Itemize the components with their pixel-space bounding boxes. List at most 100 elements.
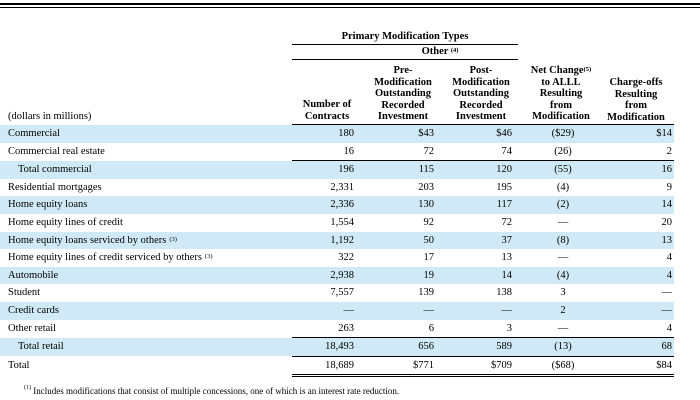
contracts-cell: 18,493 [292, 337, 362, 357]
pre-modification-cell: $43 [362, 125, 440, 143]
contracts-cell: 322 [338, 252, 354, 264]
pre-modification-cell: 72 [423, 145, 435, 157]
post-col-line-5: Investment [455, 111, 507, 122]
post-modification-cell: — [440, 301, 518, 320]
charge-offs-cell: 2 [666, 145, 672, 157]
table-row: Other retail 263 6 3 — 4 [0, 320, 674, 338]
charge-col-line-2: Resulting [614, 88, 658, 100]
net-col-line-5: Modification [532, 111, 590, 122]
post-modification-cell: 117 [440, 196, 518, 214]
header-bottom-rule [292, 124, 674, 125]
row-label: Residential mortgages [0, 179, 292, 197]
row-label-text: Automobile [8, 269, 59, 281]
table-row: Home equity lines of credit 1,554 92 72 — 20 [0, 214, 674, 232]
post-col-line-1: Post- [469, 65, 493, 76]
post-modification-cell: $709 [440, 355, 518, 378]
footnote-marker: (1) [24, 385, 31, 391]
table-row: Total retail 18,493 656 589 (13) 68 [0, 337, 674, 357]
footnote-text: Includes modifications that consist of m… [33, 386, 400, 396]
row-label-text: Commercial real estate [8, 145, 105, 157]
net-col-line-4: from [550, 99, 572, 111]
contracts-cell: 180 [292, 125, 362, 143]
contracts-col-line-1: Number of [302, 99, 352, 110]
row-label: Total commercial [0, 160, 292, 179]
primary-types-rule [292, 44, 518, 45]
dollars-in-millions-label: (dollars in millions) [8, 111, 92, 122]
post-modification-cell: 37 [440, 231, 518, 250]
post-modification-cell: 13 [501, 252, 513, 264]
other-rule [292, 59, 518, 60]
net-change-cell: 3 [560, 287, 566, 299]
row-label: Commercial real estate [0, 143, 292, 161]
charge-offs-cell: 13 [598, 231, 674, 250]
contracts-cell: — [292, 301, 362, 320]
other-label: Other [421, 46, 449, 57]
row-label: Total [0, 356, 292, 376]
charge-col-line-3: from [625, 100, 647, 111]
pre-modification-cell: 656 [362, 337, 440, 357]
contracts-cell: 2,331 [330, 181, 354, 193]
net-change-cell: — [557, 216, 569, 228]
charge-offs-cell: 14 [598, 196, 674, 214]
row-label: Automobile [0, 266, 292, 285]
row-label-text: Total commercial [18, 163, 92, 175]
post-modification-cell: 195 [496, 181, 512, 193]
contracts-cell: 196 [292, 160, 362, 179]
row-label: Home equity loans [0, 196, 292, 214]
pre-col-line-1: Pre- [393, 65, 413, 76]
table-row: Commercial real estate 16 72 74 (26) 2 [0, 143, 674, 161]
row-label: Other retail [0, 320, 292, 338]
charge-offs-col-header: Charge-offs Resulting from Modification [600, 77, 672, 123]
pre-modification-cell: 6 [428, 322, 434, 334]
post-modification-cell: 72 [501, 216, 513, 228]
post-modification-cell: 3 [506, 322, 512, 334]
pre-modification-cell: 50 [362, 231, 440, 250]
charge-offs-cell: 20 [661, 216, 673, 228]
contracts-col-header: Number of Contracts [292, 99, 362, 122]
contracts-col-line-2: Contracts [304, 110, 350, 122]
pre-modification-cell: $771 [362, 355, 440, 378]
pre-col-line-4: Recorded [381, 99, 425, 111]
charge-offs-cell: 68 [598, 337, 674, 357]
table-row: Home equity loans serviced by others (3) 1… [0, 231, 674, 250]
post-col-line-3: Outstanding [452, 88, 510, 99]
post-modification-cell: 74 [501, 145, 513, 157]
post-modification-cell: 589 [440, 337, 518, 357]
net-change-cell: (55) [518, 160, 598, 179]
row-label: Commercial [0, 125, 292, 143]
other-header: Other (4) [362, 46, 518, 58]
pre-modification-col-header: Pre- Modification Outstanding Recorded I… [364, 65, 442, 123]
row-footnote-ref: (3) [169, 235, 177, 243]
net-change-cell: (2) [518, 196, 598, 214]
table-row: Credit cards — — —2— [0, 301, 674, 320]
contracts-cell: 1,192 [292, 231, 362, 250]
post-modification-cell: 14 [440, 266, 518, 285]
row-label: Student [0, 284, 292, 302]
contracts-cell: 18,689 [292, 355, 362, 378]
table-row: Residential mortgages 2,331 203 195 (4) 9 [0, 179, 674, 197]
pre-modification-cell: 17 [423, 252, 435, 264]
post-col-line-2: Modification [452, 76, 510, 88]
net-change-cell: ($29) [518, 125, 598, 143]
table-row: Total 18,689 $771 $709 ($68) $84 [0, 355, 674, 378]
net-change-col-header: Net Change(5) to ALLL Resulting from Mod… [522, 65, 600, 123]
net-change-cell: (13) [518, 337, 598, 357]
row-label: Home equity lines of credit [0, 214, 292, 232]
table-row: Total commercial 196 115 120 (55) 16 [0, 160, 674, 179]
contracts-cell: 16 [343, 145, 355, 157]
row-label-text: Student [8, 287, 41, 299]
charge-col-line-1: Charge-offs [609, 77, 663, 88]
pre-col-line-2: Modification [374, 76, 432, 88]
charge-offs-cell: 16 [598, 160, 674, 179]
pre-modification-cell: 139 [418, 287, 434, 299]
post-modification-cell: 138 [496, 287, 512, 299]
net-col-line-1: Net Change(5) [522, 65, 600, 77]
charge-offs-cell: — [598, 301, 674, 320]
net-change-cell: (8) [518, 231, 598, 250]
net-change-cell: ($68) [518, 355, 598, 378]
row-label-text: Home equity lines of credit [8, 216, 123, 228]
pre-modification-cell: 92 [423, 216, 435, 228]
table-row: Automobile 2,938 19 14 (4) 4 [0, 266, 674, 285]
row-label: Credit cards [0, 301, 292, 320]
net-col-footnote-ref: (5) [583, 66, 592, 73]
